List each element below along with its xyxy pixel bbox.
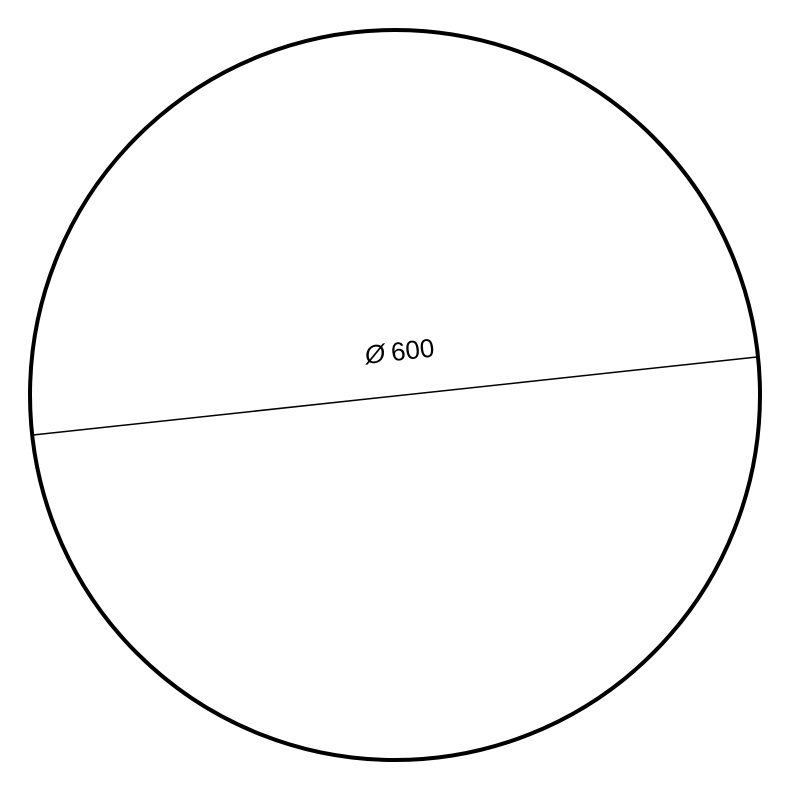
diameter-symbol-icon: Ø [363,338,386,371]
circle-diagram: Ø600 [0,0,790,793]
outer-circle [30,30,760,760]
diameter-line [33,357,757,435]
diagram-svg [0,0,790,793]
diameter-value: 600 [389,333,435,368]
